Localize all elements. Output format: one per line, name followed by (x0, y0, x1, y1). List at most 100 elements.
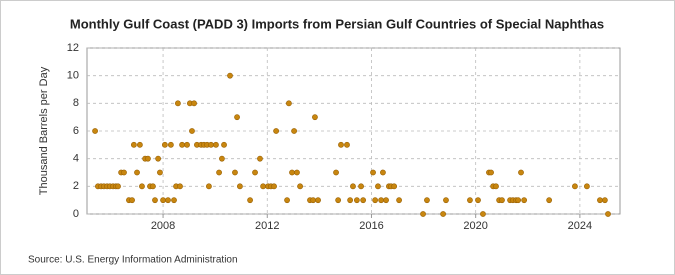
data-point (219, 155, 225, 162)
data-point (285, 100, 292, 107)
data-point (175, 100, 181, 107)
data-point (480, 211, 486, 217)
data-point (208, 141, 214, 148)
y-tick-label: 6 (73, 125, 79, 137)
data-point (344, 141, 350, 148)
data-point (291, 128, 298, 134)
data-point (191, 100, 197, 107)
data-point (515, 197, 522, 204)
data-point (167, 141, 174, 148)
data-point (139, 183, 145, 190)
data-point (420, 211, 426, 217)
data-point (177, 183, 183, 190)
data-point (350, 183, 356, 190)
data-point (161, 141, 168, 148)
data-point (294, 169, 300, 176)
data-point (518, 169, 524, 176)
data-point (347, 197, 354, 204)
data-point (375, 183, 381, 190)
data-point (380, 169, 386, 176)
data-point (155, 155, 162, 162)
x-tick-label: 2016 (359, 220, 383, 232)
data-point (130, 141, 137, 148)
data-point (440, 211, 447, 217)
data-point (150, 183, 156, 190)
y-axis-label: Thousand Barrels per Day (38, 66, 50, 195)
data-point (546, 197, 553, 204)
y-tick-label: 12 (67, 42, 79, 54)
source-note: Source: U.S. Energy Information Administ… (28, 255, 238, 266)
data-point (297, 183, 303, 190)
data-point (396, 197, 402, 204)
data-point (213, 141, 219, 148)
data-point (333, 169, 339, 176)
data-point (273, 128, 280, 134)
data-point (424, 197, 430, 204)
data-point (572, 183, 578, 190)
data-point (605, 211, 611, 217)
y-tick-label: 0 (73, 208, 79, 220)
data-point (493, 183, 499, 190)
data-point (115, 183, 121, 190)
data-point (443, 197, 449, 204)
data-point (310, 197, 317, 204)
data-point (257, 155, 263, 162)
data-point (584, 183, 590, 190)
data-point (134, 169, 140, 176)
data-point (157, 169, 163, 176)
data-point (184, 141, 190, 148)
y-tick-label: 4 (73, 153, 79, 165)
data-point (260, 183, 267, 190)
data-point (121, 169, 127, 176)
data-point (335, 197, 342, 204)
data-point (160, 197, 166, 204)
chart-title: Monthly Gulf Coast (PADD 3) Imports from… (70, 16, 604, 31)
data-point (499, 197, 505, 204)
data-point (360, 197, 367, 204)
data-point (252, 169, 258, 176)
data-point (289, 169, 295, 176)
data-point (152, 197, 158, 204)
data-point (227, 72, 233, 79)
data-point (284, 197, 290, 204)
data-point (521, 197, 528, 204)
data-point (358, 183, 364, 190)
y-tick-label: 2 (73, 180, 79, 192)
data-point (232, 169, 238, 176)
data-point (206, 183, 212, 190)
x-tick-label: 2020 (463, 220, 487, 232)
data-point (145, 155, 151, 162)
data-point (383, 197, 389, 204)
data-point (92, 128, 98, 134)
data-point (247, 197, 253, 204)
data-point (216, 169, 222, 176)
data-point (221, 141, 227, 148)
data-point (372, 197, 379, 204)
data-point (234, 114, 240, 121)
x-tick-label: 2024 (568, 220, 592, 232)
data-point (312, 114, 318, 121)
data-point (488, 169, 494, 176)
data-point (378, 197, 385, 204)
data-point (601, 197, 608, 204)
data-point (315, 197, 321, 204)
x-tick-label: 2012 (255, 220, 279, 232)
data-point (271, 183, 277, 190)
data-point (338, 141, 344, 148)
data-point (189, 128, 195, 134)
x-tick-label: 2008 (151, 220, 175, 232)
data-point (129, 197, 135, 204)
data-point (179, 141, 185, 148)
data-point (136, 141, 143, 148)
data-point (475, 197, 481, 204)
data-point (353, 197, 360, 204)
data-point (597, 197, 603, 204)
y-tick-label: 8 (73, 97, 79, 109)
data-point (370, 169, 376, 176)
data-point (171, 197, 177, 204)
data-point (391, 183, 398, 190)
y-tick-label: 10 (67, 70, 79, 82)
data-point (237, 183, 243, 190)
